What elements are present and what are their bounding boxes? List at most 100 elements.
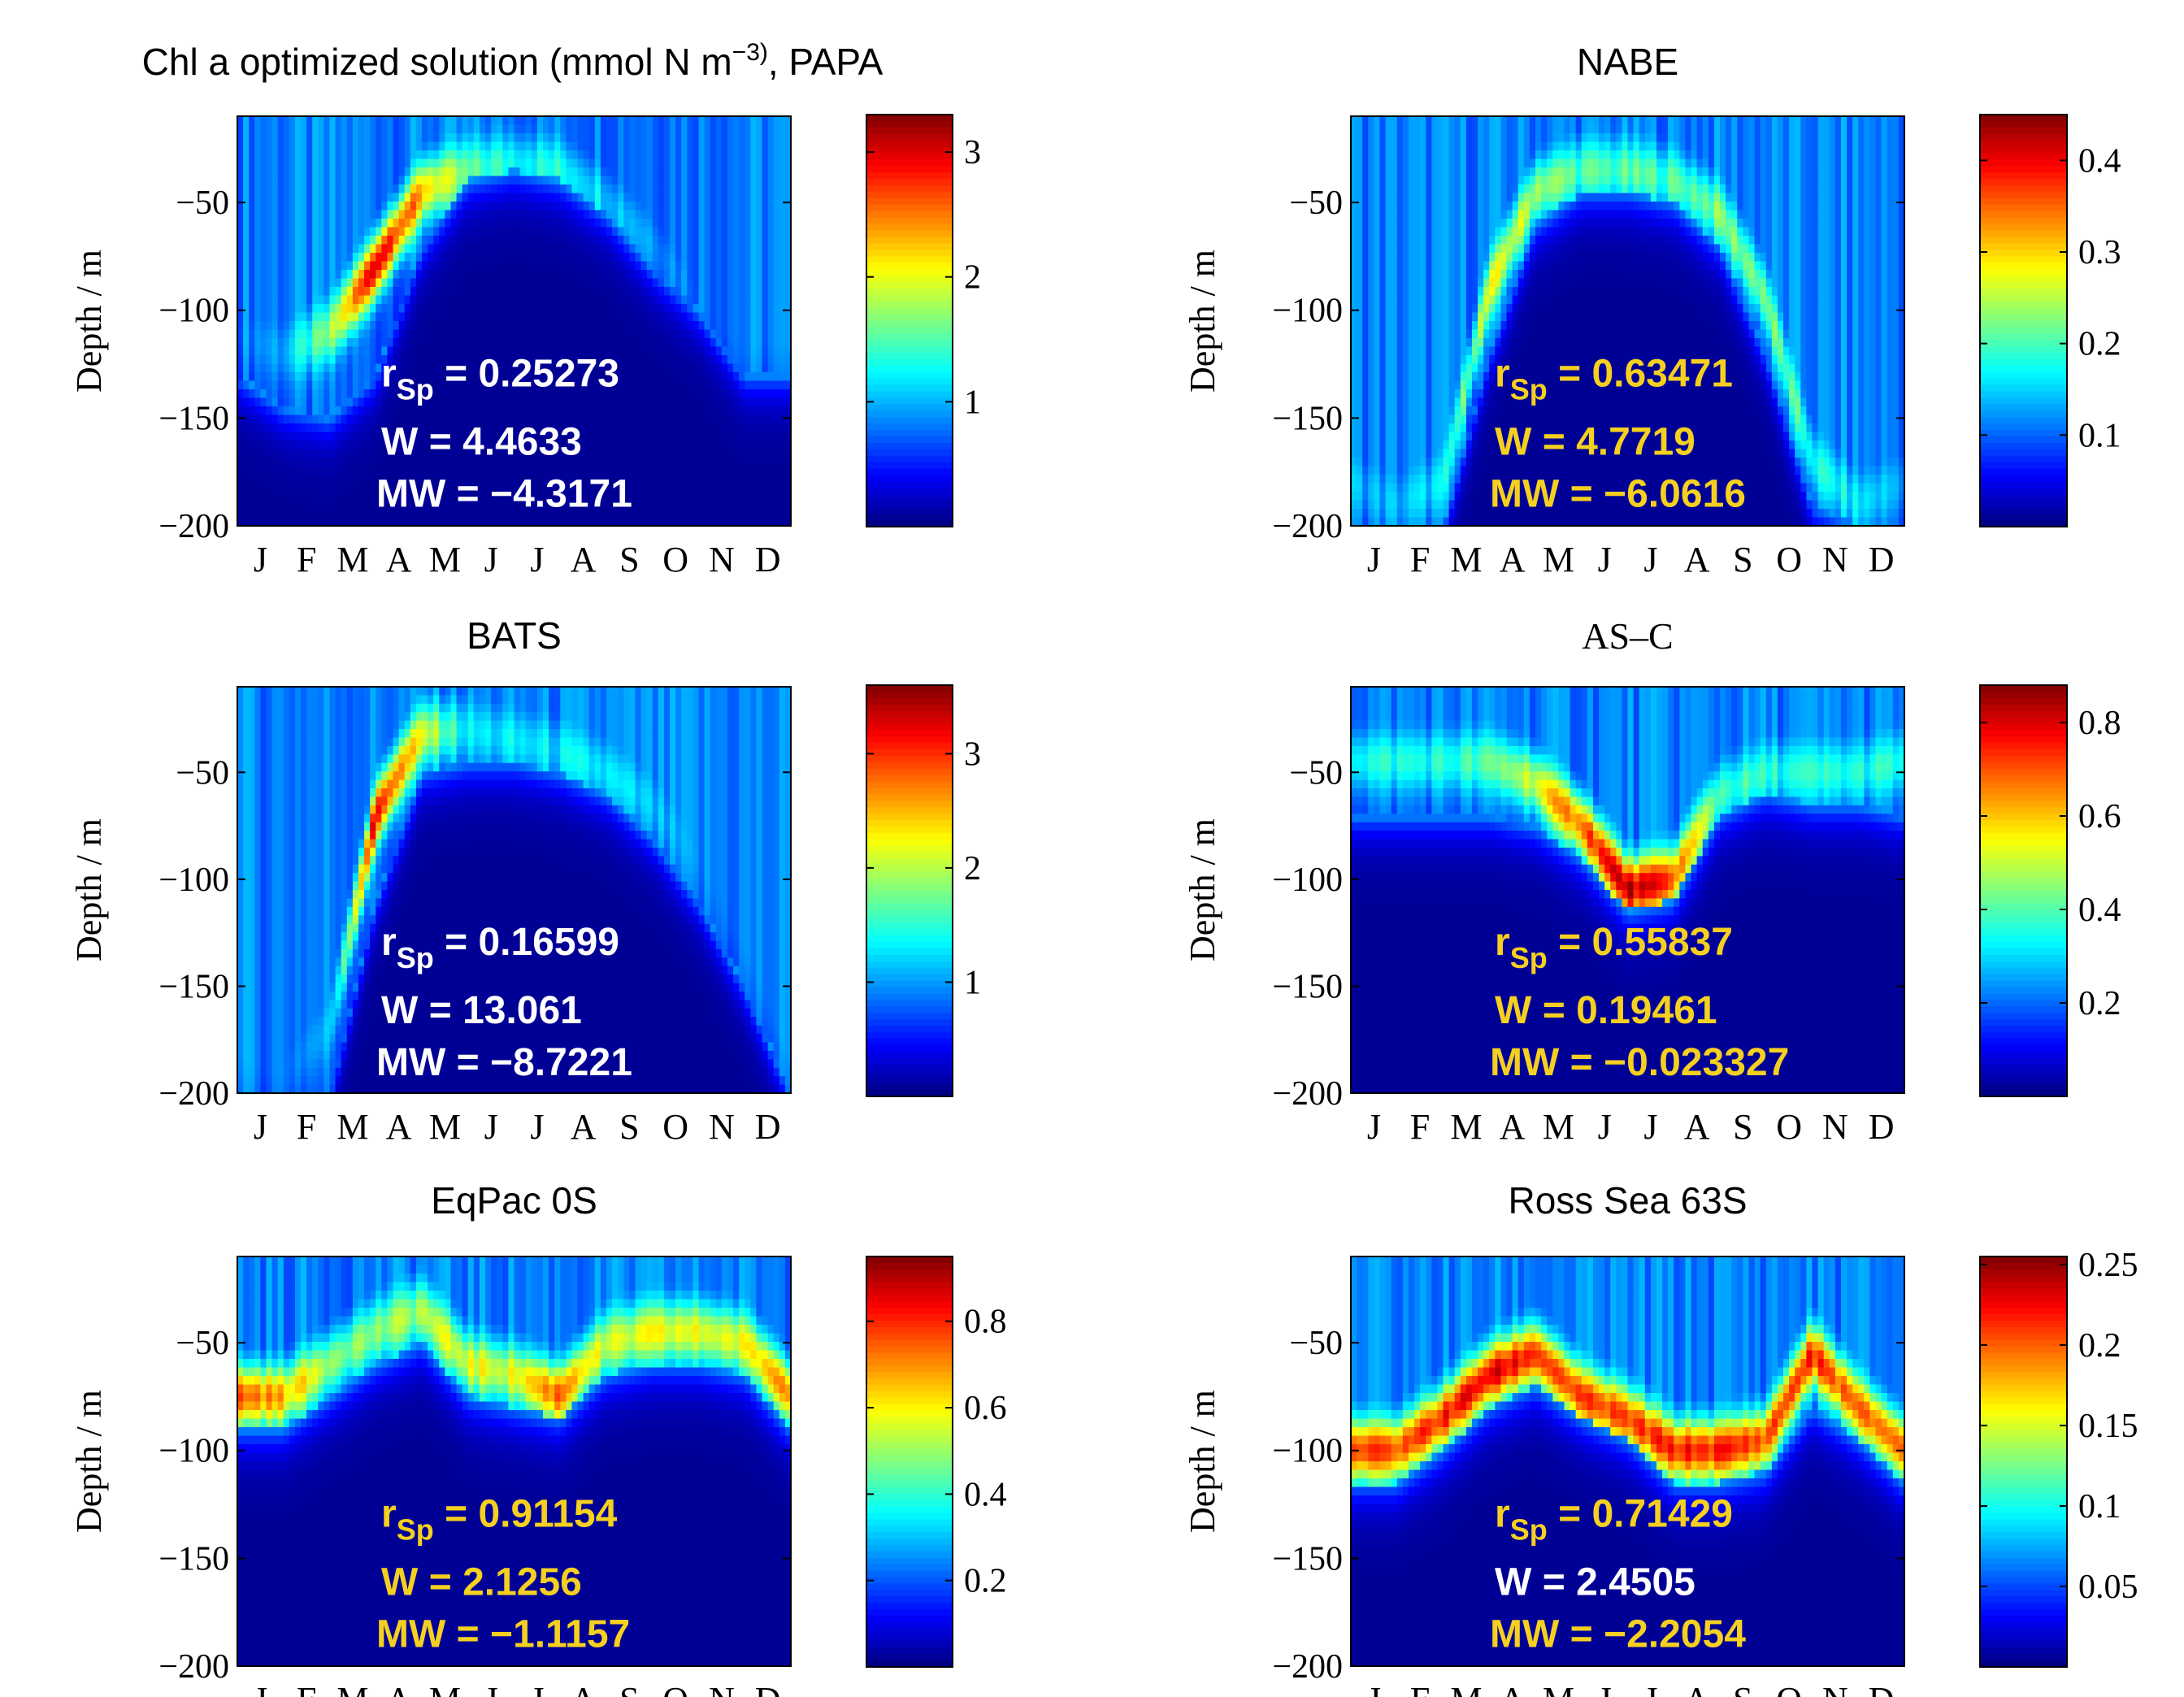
heatmap-cell [272,125,279,134]
heatmap-cell [295,245,302,254]
heatmap-cell [347,167,354,176]
heatmap-cell [243,279,250,288]
heatmap-cell [266,159,272,168]
heatmap-cell [330,167,337,176]
heatmap-cell [341,372,348,381]
heatmap-cell [284,449,290,458]
heatmap-cell [301,509,307,518]
heatmap-cell [260,467,267,475]
heatmap-cell [295,236,302,245]
heatmap-cell [323,389,330,398]
heatmap-cell [289,389,296,398]
heatmap-cell [318,372,324,381]
heatmap-cell [237,125,244,134]
heatmap-cell [266,236,272,245]
heatmap-cell [323,193,330,202]
heatmap-cell [353,236,359,245]
heatmap-cell [323,150,330,159]
heatmap-cell [249,253,255,262]
heatmap-cell [336,167,342,176]
heatmap-cell [284,167,290,176]
heatmap-cell [312,202,319,210]
heatmap-cell [306,518,313,527]
heatmap-cell [284,338,290,347]
heatmap-cell [336,347,342,356]
heatmap-cell [278,253,284,262]
heatmap-cell [306,313,313,322]
heatmap-cell [289,304,296,313]
heatmap-cell [243,441,250,449]
heatmap-cell [254,449,261,458]
heatmap-cell [260,210,267,219]
heatmap-cell [284,245,290,254]
heatmap-cell [353,193,359,202]
heatmap-cell [260,321,267,330]
heatmap-cell [306,253,313,262]
heatmap-cell [312,484,319,493]
heatmap-cell [260,262,267,271]
heatmap-cell [254,219,261,228]
heatmap-cell [237,228,244,237]
heatmap-cell [312,398,319,407]
heatmap-cell [295,432,302,441]
heatmap-cell [266,492,272,501]
heatmap-cell [249,210,255,219]
heatmap-cell [306,509,313,518]
heatmap-cell [312,193,319,202]
heatmap-cell [254,287,261,296]
heatmap-cell [260,398,267,407]
heatmap-cell [341,475,348,484]
heatmap-cell [306,184,313,193]
heatmap-cell [295,210,302,219]
heatmap-cell [301,116,307,125]
heatmap-cell [301,501,307,510]
heatmap-cell [323,347,330,356]
heatmap-cell [249,159,255,168]
heatmap-cell [341,125,348,134]
heatmap-cell [278,484,284,493]
heatmap-cell [254,167,261,176]
heatmap-cell [243,133,250,142]
heatmap-cell [318,245,324,254]
heatmap-cell [266,406,272,415]
heatmap-cell [330,210,337,219]
heatmap-cell [323,475,330,484]
heatmap-cell [312,458,319,467]
heatmap-cell [278,270,284,279]
heatmap-cell [272,142,279,151]
heatmap-cell [318,159,324,168]
heatmap-cell [341,347,348,356]
heatmap-cell [318,406,324,415]
heatmap-cell [237,372,244,381]
heatmap-cell [278,167,284,176]
heatmap-cell [295,116,302,125]
heatmap-cell [237,253,244,262]
heatmap-cell [289,509,296,518]
heatmap-cell [284,296,290,305]
heatmap-cell [249,262,255,271]
heatmap-cell [341,287,348,296]
heatmap-cell [353,219,359,228]
heatmap-cell [301,167,307,176]
heatmap-cell [243,313,250,322]
heatmap-cell [254,150,261,159]
heatmap-cell [306,338,313,347]
heatmap-cell [249,458,255,467]
heatmap-cell [289,338,296,347]
heatmap-cell [289,467,296,475]
heatmap-cell [237,150,244,159]
heatmap-cell [347,142,354,151]
heatmap-cell [272,389,279,398]
heatmap-cell [306,167,313,176]
heatmap-cell [289,364,296,373]
heatmap-cell [341,159,348,168]
heatmap-cell [260,133,267,142]
heatmap-cell [266,167,272,176]
heatmap-cell [289,167,296,176]
heatmap-cell [301,338,307,347]
heatmap-cell [323,406,330,415]
heatmap-cell [318,398,324,407]
heatmap-cell [284,253,290,262]
heatmap-cell [260,236,267,245]
heatmap-cell [336,355,342,364]
